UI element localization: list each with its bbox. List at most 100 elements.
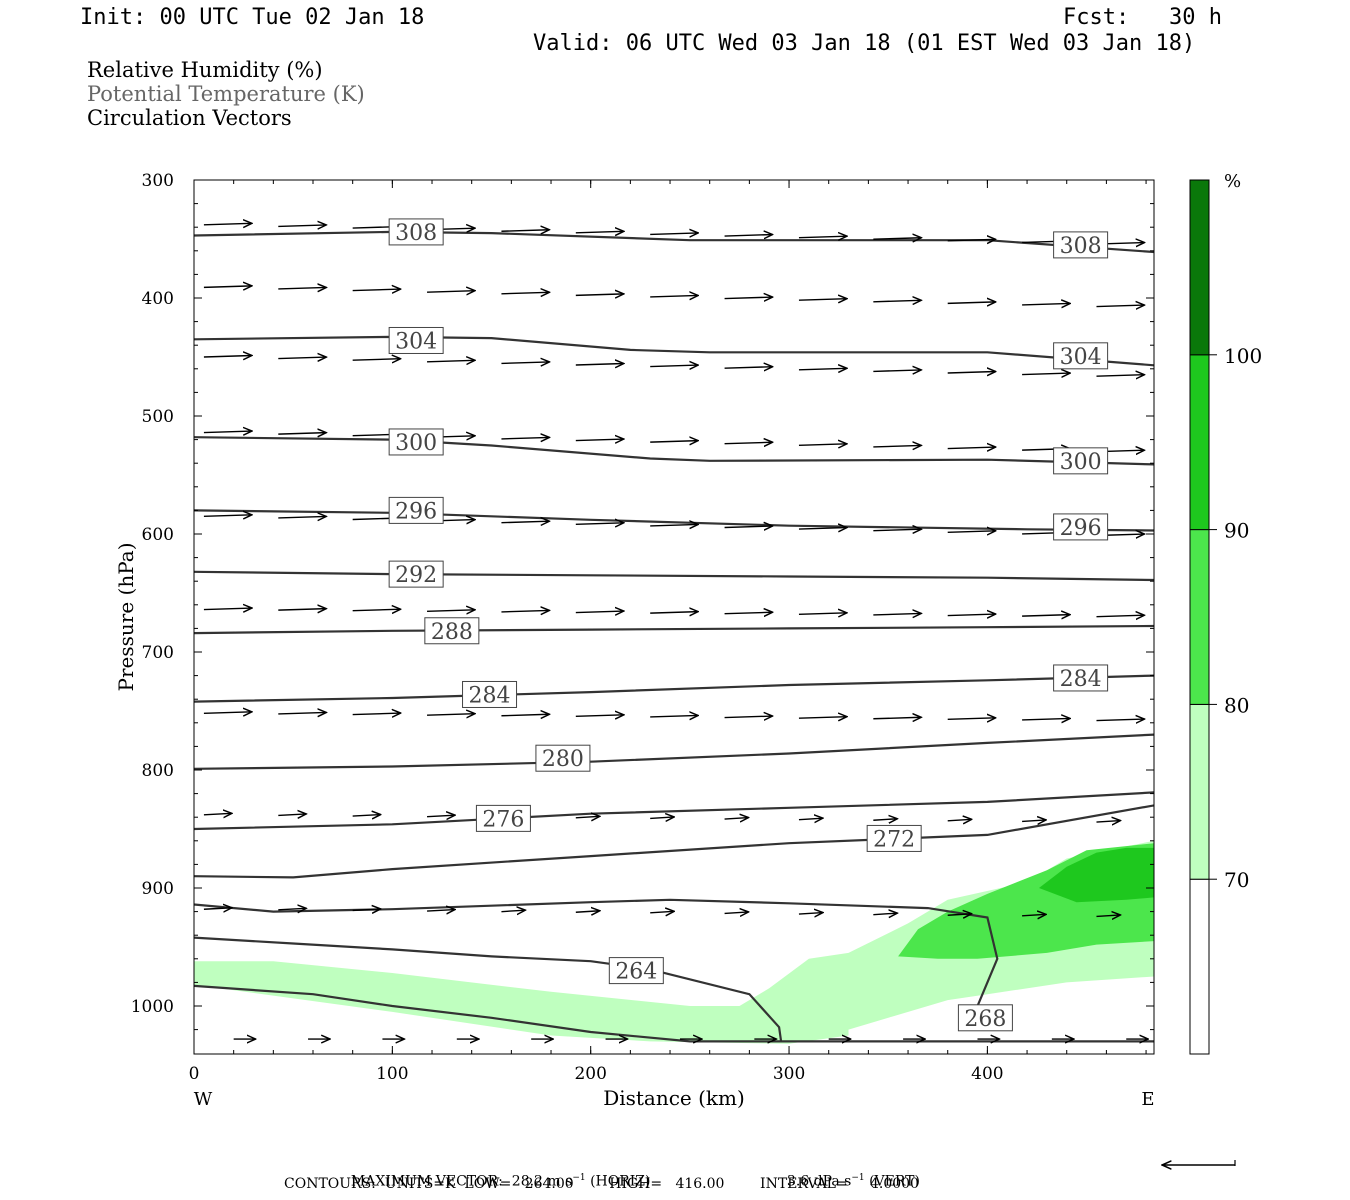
circulation-vector bbox=[203, 431, 252, 433]
rh-fill-70 bbox=[194, 840, 1154, 1044]
circulation-vector bbox=[650, 524, 698, 526]
circulation-vector bbox=[947, 239, 996, 241]
circulation-vector bbox=[724, 235, 773, 237]
contour-label-288: 288 bbox=[424, 617, 480, 645]
contour-label-text: 288 bbox=[431, 620, 473, 645]
circulation-vector bbox=[427, 714, 475, 716]
circulation-vector bbox=[203, 356, 252, 358]
contour-label-text: 284 bbox=[1060, 667, 1102, 692]
forecast-hour: Fcst: 30 h bbox=[1063, 5, 1222, 30]
contour-label-text: 296 bbox=[1060, 516, 1102, 541]
colorbar-label: 70 bbox=[1224, 868, 1249, 892]
circulation-vector bbox=[873, 445, 921, 447]
circulation-vector bbox=[724, 612, 773, 614]
contour-label-text: 284 bbox=[469, 683, 511, 708]
contour-label-box bbox=[608, 957, 664, 985]
contour-label-308: 308 bbox=[388, 218, 444, 246]
circulation-vector bbox=[798, 913, 823, 915]
x-tick-label: 400 bbox=[971, 1064, 1003, 1084]
circulation-vector bbox=[724, 716, 773, 718]
theta-contour-296 bbox=[194, 509, 1154, 532]
circulation-vector bbox=[575, 816, 600, 818]
circulation-vector bbox=[724, 818, 749, 820]
max-vector-prefix: MAXIMUM VECTOR: bbox=[350, 1173, 503, 1190]
circulation-vector bbox=[1022, 914, 1046, 916]
circulation-vector bbox=[724, 297, 773, 299]
circulation-vector bbox=[352, 289, 401, 291]
contour-label-264: 264 bbox=[608, 957, 664, 985]
circulation-vector bbox=[575, 364, 624, 366]
circulation-vector bbox=[798, 299, 847, 301]
contour-label-text: 272 bbox=[873, 827, 915, 852]
init-time: Init: 00 UTC Tue 02 Jan 18 bbox=[80, 5, 425, 30]
plot-frame bbox=[193, 179, 1155, 1055]
circulation-vector bbox=[873, 370, 921, 372]
circulation-vector bbox=[1022, 615, 1070, 617]
circulation-vector bbox=[575, 439, 624, 441]
circulation-vector bbox=[501, 362, 549, 364]
contour-label-box bbox=[535, 744, 591, 772]
contour-label-text: 276 bbox=[482, 807, 524, 832]
circulation-vector bbox=[650, 295, 698, 297]
circulation-vector bbox=[352, 609, 401, 611]
contour-label-text: 304 bbox=[395, 329, 437, 354]
circulation-vector bbox=[1022, 373, 1070, 375]
footer-contours: CONTOURS: UNITS=K LOW= 264.00 HIGH= 416.… bbox=[284, 1176, 919, 1192]
theta-contour-284 bbox=[194, 674, 1154, 703]
y-tick-label: 900 bbox=[142, 879, 174, 899]
contour-label-text: 292 bbox=[395, 563, 437, 588]
x-tick-label: 0 bbox=[189, 1064, 200, 1084]
circulation-vector bbox=[501, 292, 549, 294]
contour-label-box bbox=[957, 1004, 1013, 1032]
circulation-vector bbox=[947, 447, 996, 449]
horiz-label: (HORIZ) bbox=[590, 1173, 651, 1190]
contour-label-box bbox=[388, 326, 444, 354]
theta-contour-288 bbox=[194, 624, 1154, 635]
contour-label-box bbox=[388, 428, 444, 456]
circulation-vector bbox=[650, 817, 674, 819]
contour-label-box bbox=[388, 218, 444, 246]
max-vert-value: 3.6 bbox=[786, 1173, 810, 1190]
theta-contour-268 bbox=[194, 984, 1154, 1043]
colorbar: 70 80 90 100 bbox=[1189, 179, 1262, 1055]
colorbar-segment bbox=[1189, 529, 1210, 705]
circulation-vector bbox=[278, 814, 306, 816]
circulation-vector bbox=[278, 357, 326, 359]
circulation-vector bbox=[352, 815, 381, 817]
circulation-vector bbox=[650, 715, 698, 717]
circulation-vector bbox=[1022, 820, 1046, 822]
circulation-vector bbox=[724, 526, 773, 528]
contour-label-box bbox=[1053, 664, 1109, 692]
circulation-vector bbox=[575, 523, 624, 525]
circulation-vector bbox=[724, 367, 773, 369]
circulation-vector bbox=[501, 437, 549, 439]
circulation-vector bbox=[203, 608, 252, 610]
circulation-vector bbox=[947, 302, 996, 304]
contour-label-300: 300 bbox=[388, 428, 444, 456]
colorbar-segment bbox=[1189, 703, 1210, 880]
circulation-vector bbox=[501, 230, 549, 232]
contour-label-276: 276 bbox=[475, 804, 531, 832]
colorbar-segment bbox=[1189, 878, 1210, 1055]
circulation-vector bbox=[873, 238, 921, 240]
contour-label-296: 296 bbox=[388, 496, 444, 524]
x-tick-label: 200 bbox=[574, 1064, 606, 1084]
circulation-vector bbox=[873, 819, 897, 821]
x-tick-label: 300 bbox=[773, 1064, 805, 1084]
y-tick-label: 800 bbox=[142, 761, 174, 781]
legend-potential-temperature: Potential Temperature (K) bbox=[87, 82, 365, 106]
contour-label-box bbox=[1053, 447, 1109, 475]
circulation-vector bbox=[501, 910, 525, 912]
theta-contour-276 bbox=[194, 791, 1154, 831]
circulation-vector bbox=[278, 433, 326, 435]
circulation-vector bbox=[947, 819, 972, 821]
circulation-vector bbox=[798, 444, 847, 446]
contour-label-box bbox=[1053, 342, 1109, 370]
circulation-vector bbox=[575, 231, 624, 233]
max-horiz-unit: m s bbox=[547, 1173, 573, 1190]
y-tick-label: 700 bbox=[142, 643, 174, 663]
circulation-vector bbox=[1096, 615, 1144, 617]
rh-fill-layer bbox=[194, 840, 1154, 1044]
colorbar-segment bbox=[1189, 179, 1210, 356]
